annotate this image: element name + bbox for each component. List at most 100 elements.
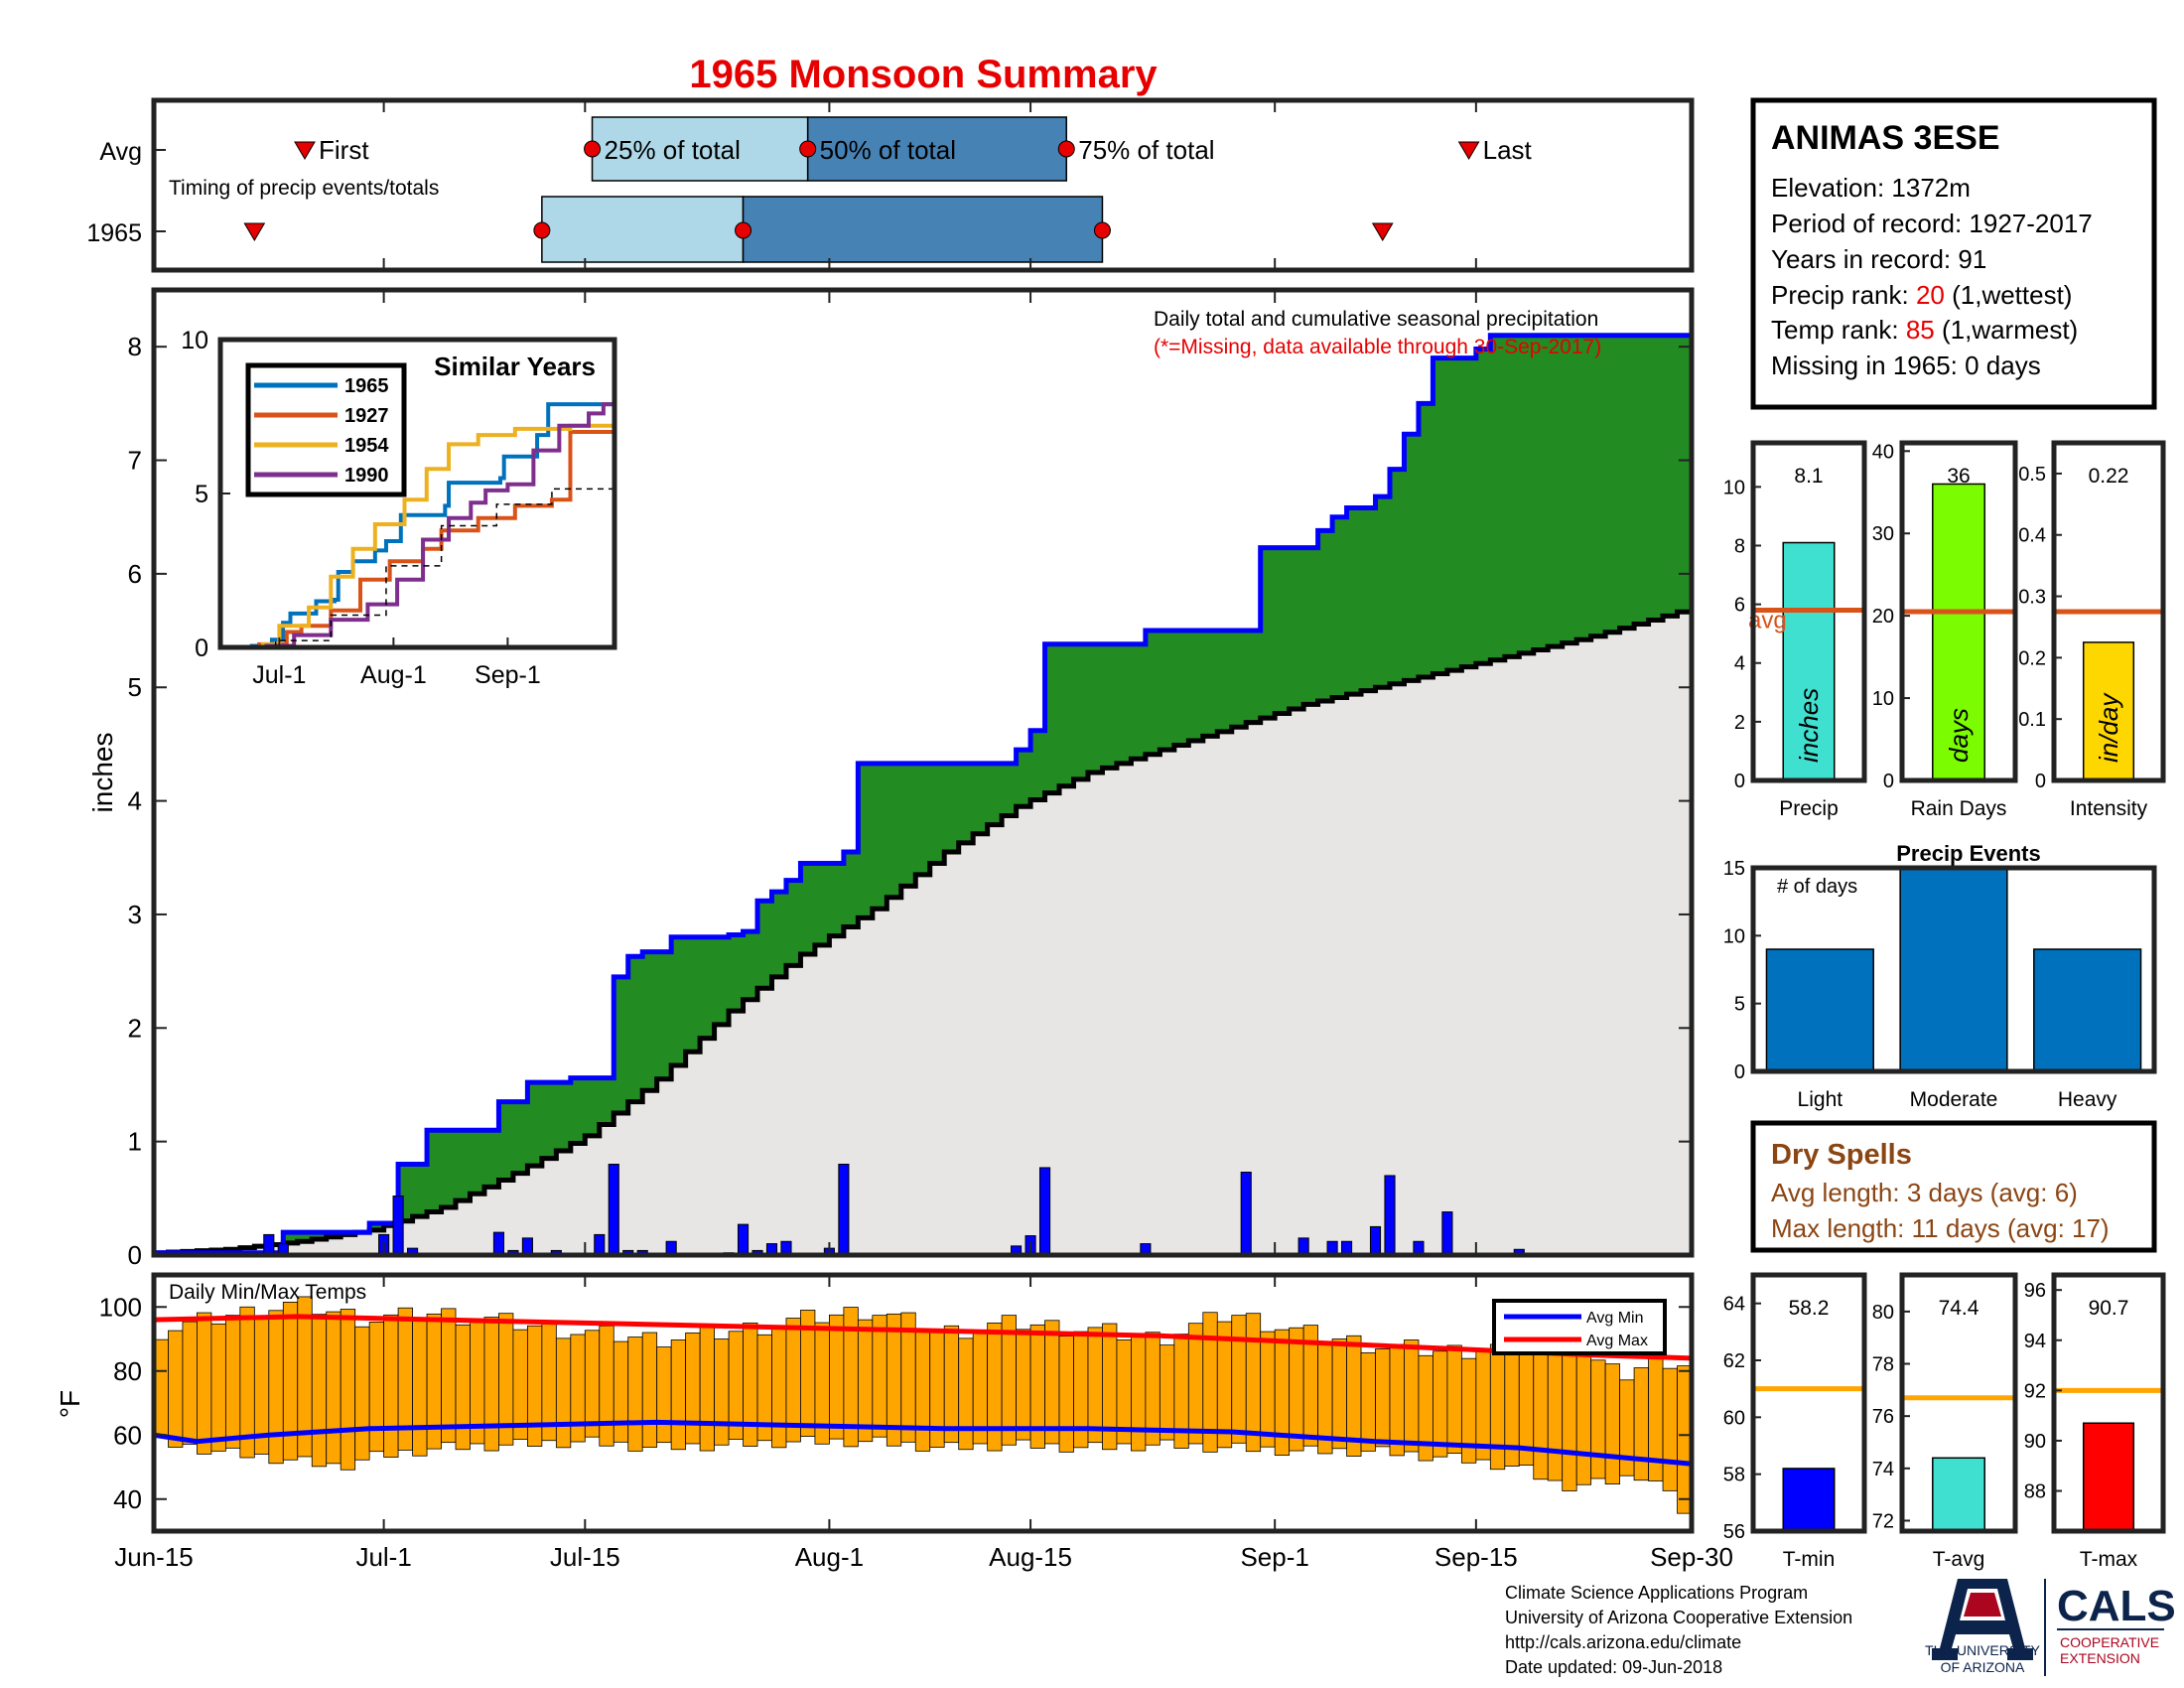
summary-y-tick-label: 56 <box>1723 1521 1745 1543</box>
summary-category-label: T-avg <box>1933 1548 1985 1571</box>
summary-unit-label: inches <box>1794 688 1824 763</box>
timing-first-label: First <box>319 135 369 165</box>
summary-bar <box>1782 1468 1836 1532</box>
summary-bar <box>1932 1457 1985 1532</box>
daily-temp-bar <box>1360 1351 1376 1452</box>
summary-unit-label: days <box>1944 708 1974 763</box>
credits-line-3: http://cals.arizona.edu/climate <box>1505 1632 1741 1652</box>
daily-temp-bar <box>1289 1327 1304 1452</box>
daily-precip-bar <box>1441 1211 1453 1256</box>
daily-precip-bar <box>1240 1172 1252 1256</box>
summary-tmax-panel: 90.7 88 90 92 94 96 T-max <box>2024 1272 2166 1571</box>
station-years: Years in record: 91 <box>1771 244 1986 274</box>
daily-temp-bar <box>857 1319 874 1443</box>
daily-temp-bar <box>685 1332 701 1445</box>
inset-avg-line <box>220 472 615 648</box>
dry-spells-box: Dry Spells Avg length: 3 days (avg: 6) M… <box>1750 1120 2157 1253</box>
daily-temp-bar <box>714 1338 730 1446</box>
ua-logo-line-1: THE UNIVERSITY <box>1925 1642 2041 1658</box>
main-y-tick-label: 1 <box>128 1127 142 1157</box>
legend-avg-max-label: Avg Max <box>1586 1333 1648 1349</box>
main-y-tick-label: 2 <box>128 1013 142 1043</box>
summary-y-tick-label: 0 <box>1734 771 1745 792</box>
main-y-tick-label: 4 <box>128 786 142 816</box>
timing-year-box-dark <box>742 196 1104 263</box>
inset-x-tick-label: Sep-1 <box>475 661 541 689</box>
summary-tmin-panel: 58.2 56 58 60 62 64 T-min <box>1723 1272 1867 1571</box>
summary-y-tick-label: 60 <box>1723 1407 1745 1429</box>
station-name: ANIMAS 3ESE <box>1771 119 2000 157</box>
station-temp-rank: Temp rank: 85 (1,warmest) <box>1771 315 2078 345</box>
summary-y-tick-label: 0.4 <box>2018 525 2046 547</box>
summary-frame <box>1750 440 1867 783</box>
daily-temp-bar <box>613 1340 629 1443</box>
cals-logo-line-2: EXTENSION <box>2060 1650 2140 1666</box>
daily-temp-bar <box>1187 1323 1204 1445</box>
credits-line-4: Date updated: 09-Jun-2018 <box>1505 1657 1722 1677</box>
daily-temp-bar <box>526 1325 543 1447</box>
timing-year-p50-marker <box>735 221 752 239</box>
summary-y-tick-label: 0 <box>2035 771 2046 792</box>
daily-temp-bar <box>627 1336 643 1452</box>
summary-y-tick-label: 4 <box>1734 653 1745 675</box>
similar-years-inset: 0 5 10 Jul-1 Aug-1 Sep-1 Similar Years 1965 19… <box>181 327 617 689</box>
daily-temp-bar <box>441 1308 457 1444</box>
summary-y-tick-label: 10 <box>1872 688 1894 710</box>
daily-temp-bar <box>743 1322 758 1447</box>
daily-temp-bar <box>268 1310 284 1465</box>
summary-y-tick-label: 72 <box>1872 1510 1894 1532</box>
daily-temp-bar <box>1619 1379 1635 1477</box>
summary-tavg-panel: 74.4 72 74 76 78 80 T-avg <box>1872 1272 2018 1571</box>
daily-temp-bar <box>1375 1348 1391 1448</box>
summary-y-tick-label: 78 <box>1872 1354 1894 1376</box>
temps-y-tick-label: 80 <box>113 1356 142 1386</box>
summary-frame <box>1899 1272 2018 1534</box>
daily-temp-bar <box>1547 1334 1564 1481</box>
timing-avg-p75-marker <box>1057 140 1075 158</box>
temps-chart-title: Daily Min/Max Temps <box>169 1281 366 1304</box>
dry-spells-avg-length: Avg length: 3 days (avg: 6) <box>1771 1178 2078 1207</box>
temps-y-tick-label: 40 <box>113 1484 142 1514</box>
x-tick-label: Sep-1 <box>1240 1542 1308 1572</box>
daily-temp-bar <box>987 1322 1003 1452</box>
main-y-tick-label: 7 <box>128 446 142 476</box>
daily-temp-bar <box>1662 1367 1678 1491</box>
precip-events-annotation: # of days <box>1777 876 1857 898</box>
daily-temp-bar <box>210 1323 226 1452</box>
events-y-tick-label: 15 <box>1723 858 1745 880</box>
summary-y-tick-label: 64 <box>1723 1294 1745 1316</box>
inset-legend-label: 1954 <box>344 435 389 457</box>
inset-x-tick-label: Jul-1 <box>252 661 306 689</box>
summary-category-label: Intensity <box>2070 797 2148 820</box>
summary-y-tick-label: 2 <box>1734 712 1745 734</box>
summary-y-tick-label: 90 <box>2024 1431 2046 1453</box>
events-bar <box>1765 948 1874 1072</box>
daily-precip-bar <box>594 1233 606 1256</box>
temps-y-tick-label: 100 <box>99 1292 142 1322</box>
daily-temp-bar <box>168 1330 184 1448</box>
daily-precip-bar <box>1297 1237 1309 1256</box>
daily-temp-bar <box>1489 1343 1506 1471</box>
daily-precip-bar <box>608 1164 619 1256</box>
daily-temp-bar <box>1044 1320 1060 1445</box>
summary-y-tick-label: 0 <box>1883 771 1894 792</box>
daily-temp-bar <box>1331 1338 1347 1450</box>
summary-bar <box>2082 641 2135 781</box>
inset-title: Similar Years <box>434 352 596 381</box>
timing-caption: Timing of precip events/totals <box>169 177 439 200</box>
daily-temp-bar <box>340 1309 356 1471</box>
temps-plot-frame <box>151 1272 1695 1534</box>
daily-precip-bar <box>1038 1167 1051 1256</box>
summary-bar <box>1932 483 1985 781</box>
daily-temp-bar <box>1562 1351 1577 1491</box>
inset-legend-label: 1927 <box>344 405 389 427</box>
daily-temp-bar <box>699 1325 715 1452</box>
daily-temp-bar <box>584 1330 601 1438</box>
timing-p25-label: 25% of total <box>605 135 741 165</box>
daily-temp-bar <box>1533 1341 1549 1480</box>
daily-precip-bar <box>1369 1225 1382 1256</box>
daily-temp-bar <box>224 1315 241 1449</box>
daily-temp-bar <box>354 1326 370 1461</box>
summary-frame <box>1750 1272 1867 1534</box>
events-y-tick-label: 10 <box>1723 925 1745 947</box>
